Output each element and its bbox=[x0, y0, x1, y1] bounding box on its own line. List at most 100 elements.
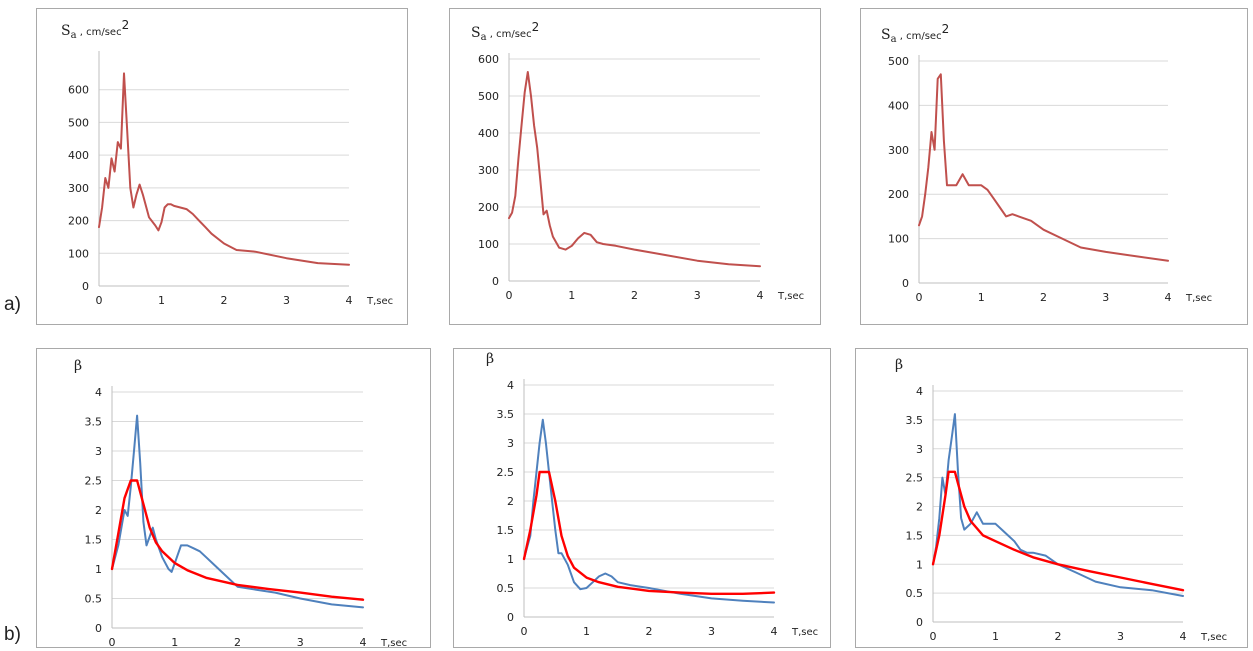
chart-panel-b2: 0 0.5 1 1.5 2 2.5 3 3.5 4 0 1 2 3 4 T,sec β bbox=[453, 348, 831, 648]
chart-b1: 0 0.5 1 1.5 2 2.5 3 3.5 4 0 1 2 3 4 T,sec β bbox=[74, 358, 407, 649]
chart-5-xtick-label: 2 bbox=[1055, 630, 1062, 643]
chart-0-xtick-label: 3 bbox=[283, 294, 290, 307]
chart-3-xtick-label: 3 bbox=[297, 636, 304, 649]
chart-2-ytick-label: 500 bbox=[888, 55, 909, 68]
chart-3-xtick-label: 4 bbox=[360, 636, 367, 649]
chart-4-ytick-label: 4 bbox=[507, 379, 514, 392]
chart-2-ylabel-unit: , cm/sec bbox=[897, 31, 942, 42]
chart-a1: 0 100 200 300 400 500 600 0 1 2 3 4 T,sec Sa , cm/sec… bbox=[61, 18, 393, 307]
chart-5-xlabel: T,sec bbox=[1200, 632, 1227, 643]
chart-5-xtick-label: 1 bbox=[992, 630, 999, 643]
chart-4-ytick-label: 1 bbox=[507, 553, 514, 566]
chart-4-ytick-label: 3.5 bbox=[497, 408, 515, 421]
chart-4-ylabel: β bbox=[486, 351, 494, 367]
chart-3-ytick-label: 3 bbox=[95, 445, 102, 458]
chart-4-gridlines bbox=[524, 384, 774, 589]
chart-panel-b3: 0 0.5 1 1.5 2 2.5 3 3.5 4 0 1 2 3 4 T,sec β bbox=[855, 348, 1248, 648]
chart-1-ytick-label: 200 bbox=[478, 201, 499, 214]
chart-3-ylabel: β bbox=[74, 358, 82, 374]
chart-3-ytick-label: 4 bbox=[95, 386, 102, 399]
chart-1-ytick-label: 500 bbox=[478, 90, 499, 103]
chart-0-ylabel-unit: , cm/sec bbox=[77, 27, 122, 38]
chart-4-xtick-label: 4 bbox=[771, 625, 778, 638]
chart-2-ylabel-sub: a bbox=[891, 34, 897, 45]
chart-4-xtick-label: 2 bbox=[646, 625, 653, 638]
chart-0-ytick-label: 100 bbox=[68, 247, 89, 260]
chart-1-ytick-label: 0 bbox=[492, 275, 499, 288]
chart-panel-a1: 0 100 200 300 400 500 600 0 1 2 3 4 T,sec Sa , cm/sec… bbox=[36, 8, 408, 325]
chart-0-ylabel-sub: a bbox=[71, 30, 77, 41]
chart-1-ytick-label: 100 bbox=[478, 238, 499, 251]
chart-0-xlabel: T,sec bbox=[366, 296, 393, 307]
chart-5-xtick-label: 0 bbox=[930, 630, 937, 643]
chart-1-ytick-label: 400 bbox=[478, 127, 499, 140]
chart-5-ytick-label: 0 bbox=[916, 616, 923, 629]
chart-3-ytick-label: 2.5 bbox=[85, 475, 103, 488]
chart-2-xtick-label: 0 bbox=[916, 291, 923, 304]
chart-1-xtick-label: 4 bbox=[757, 289, 764, 302]
chart-5-series-line-1 bbox=[931, 470, 1185, 592]
chart-panel-a3: 0 100 200 300 400 500 0 1 2 3 4 T,sec Sa , cm/sec2 bbox=[860, 8, 1248, 325]
chart-2-ytick-label: 100 bbox=[888, 233, 909, 246]
chart-2-ytick-label: 200 bbox=[888, 188, 909, 201]
chart-1-ylabel: Sa , cm/sec2 bbox=[471, 20, 539, 43]
chart-3-gridlines bbox=[112, 391, 363, 599]
chart-2-ytick-label: 300 bbox=[888, 144, 909, 157]
chart-2-ytick-label: 0 bbox=[902, 277, 909, 290]
chart-b3: 0 0.5 1 1.5 2 2.5 3 3.5 4 0 1 2 3 4 T,sec β bbox=[895, 357, 1227, 643]
chart-1-xtick-label: 3 bbox=[694, 289, 701, 302]
chart-3-xtick-label: 0 bbox=[109, 636, 116, 649]
chart-4-ytick-label: 0 bbox=[507, 611, 514, 624]
chart-1-ylabel-sub: a bbox=[481, 32, 487, 43]
chart-4-xtick-label: 0 bbox=[521, 625, 528, 638]
chart-5-ytick-label: 1 bbox=[916, 558, 923, 571]
chart-1-xtick-label: 0 bbox=[506, 289, 513, 302]
chart-3-ytick-label: 1.5 bbox=[85, 534, 103, 547]
chart-3-xtick-label: 2 bbox=[234, 636, 241, 649]
chart-3-ytick-label: 0 bbox=[95, 622, 102, 635]
chart-0-ylabel-sup: 2 bbox=[122, 18, 130, 32]
row-label-a: a) bbox=[4, 294, 21, 315]
chart-3-xtick-label: 1 bbox=[171, 636, 178, 649]
chart-4-ytick-label: 0.5 bbox=[497, 582, 515, 595]
chart-1-gridlines bbox=[509, 58, 760, 245]
chart-2-ylabel-sup: 2 bbox=[942, 22, 950, 36]
row-label-b: b) bbox=[4, 624, 21, 645]
chart-0-ytick-label: 400 bbox=[68, 149, 89, 162]
chart-5-xtick-label: 3 bbox=[1117, 630, 1124, 643]
chart-5-ytick-label: 1.5 bbox=[906, 529, 924, 542]
chart-5-ytick-label: 2.5 bbox=[906, 472, 924, 485]
chart-4-ytick-label: 3 bbox=[507, 437, 514, 450]
chart-0-ytick-label: 500 bbox=[68, 116, 89, 129]
chart-5-ytick-label: 0.5 bbox=[906, 587, 924, 600]
chart-2-xtick-label: 2 bbox=[1040, 291, 1047, 304]
chart-1-ytick-label: 600 bbox=[478, 53, 499, 66]
chart-2-xlabel: T,sec bbox=[1185, 293, 1212, 304]
chart-1-xtick-label: 2 bbox=[631, 289, 638, 302]
chart-3-series-line-1 bbox=[110, 479, 365, 601]
chart-2-ylabel: Sa , cm/sec2 bbox=[881, 22, 949, 45]
chart-2-gridlines bbox=[919, 60, 1168, 240]
chart-4-ytick-label: 2 bbox=[507, 495, 514, 508]
chart-1-ytick-label: 300 bbox=[478, 164, 499, 177]
chart-5-xtick-label: 4 bbox=[1180, 630, 1187, 643]
chart-5-ytick-label: 3 bbox=[916, 443, 923, 456]
chart-5-gridlines bbox=[933, 390, 1183, 594]
chart-1-xtick-label: 1 bbox=[568, 289, 575, 302]
chart-4-ytick-label: 2.5 bbox=[497, 466, 515, 479]
chart-panel-b1: 0 0.5 1 1.5 2 2.5 3 3.5 4 0 1 2 3 4 T,sec β bbox=[36, 348, 431, 649]
chart-4-series-line-1 bbox=[522, 470, 776, 596]
chart-0-xtick-label: 1 bbox=[158, 294, 165, 307]
chart-2-xtick-label: 3 bbox=[1102, 291, 1109, 304]
chart-3-ytick-label: 0.5 bbox=[85, 593, 103, 606]
chart-1-ylabel-unit: , cm/sec bbox=[487, 29, 532, 40]
chart-2-series-line-0 bbox=[918, 73, 1169, 262]
chart-0-ylabel: Sa , cm/sec2 bbox=[61, 18, 129, 41]
chart-5-ytick-label: 3.5 bbox=[906, 414, 924, 427]
chart-5-ytick-label: 2 bbox=[916, 501, 923, 514]
chart-0-series-line-0 bbox=[98, 72, 350, 266]
chart-0-xtick-label: 4 bbox=[346, 294, 353, 307]
chart-3-ytick-label: 3.5 bbox=[85, 416, 103, 429]
chart-2-ytick-label: 400 bbox=[888, 99, 909, 112]
chart-0-ytick-label: 600 bbox=[68, 84, 89, 97]
